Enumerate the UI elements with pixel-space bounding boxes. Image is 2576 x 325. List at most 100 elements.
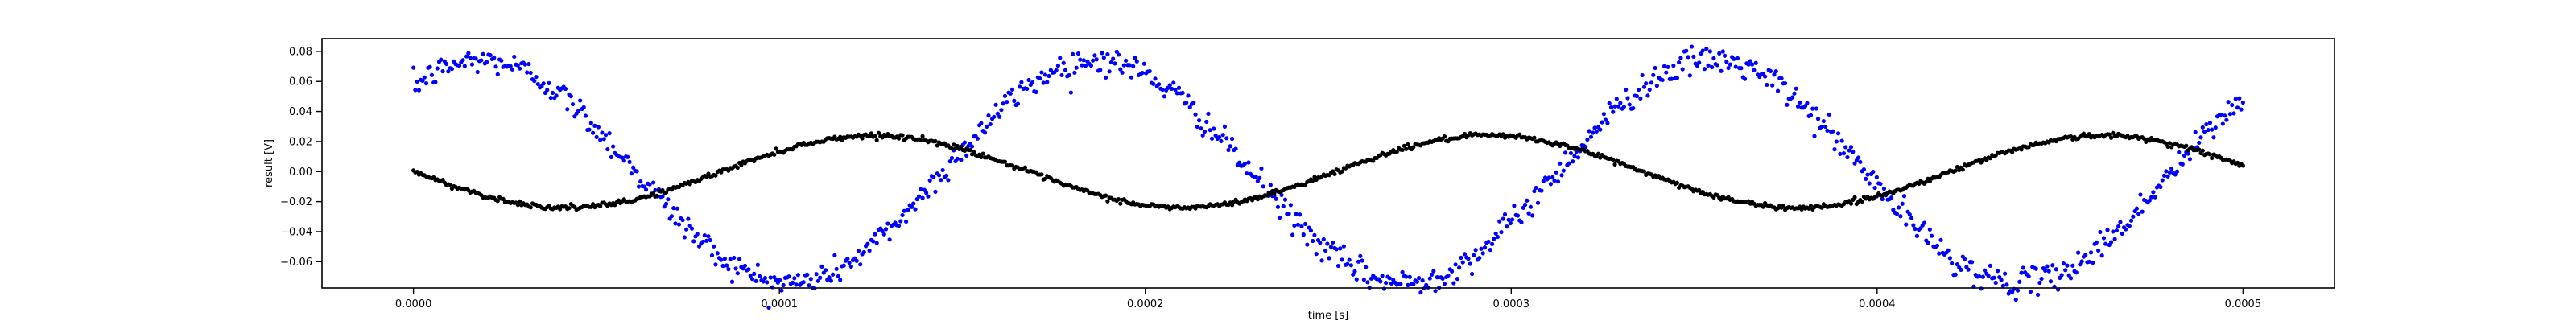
- data-point: [1838, 151, 1843, 156]
- data-point: [1442, 282, 1447, 286]
- data-point: [1387, 276, 1392, 281]
- data-point: [1662, 64, 1667, 68]
- data-point: [1100, 51, 1104, 56]
- data-point: [805, 272, 810, 278]
- data-point: [1950, 261, 1955, 265]
- data-point: [1067, 72, 1071, 78]
- data-point: [1473, 248, 1478, 253]
- data-point: [1457, 265, 1462, 270]
- data-point: [1197, 118, 1202, 123]
- data-point: [1490, 241, 1495, 246]
- y-axis-label: result [V]: [263, 139, 275, 187]
- data-point: [2087, 259, 2091, 265]
- data-point: [1174, 91, 1179, 96]
- data-point: [1901, 194, 1907, 199]
- data-point: [1074, 65, 1079, 70]
- data-point: [651, 180, 656, 185]
- data-point: [858, 262, 863, 267]
- data-point: [439, 57, 444, 62]
- y-tick-label: 0.02: [289, 136, 312, 148]
- data-point: [1046, 73, 1051, 79]
- data-point: [2127, 224, 2132, 228]
- data-point: [682, 235, 687, 240]
- data-point: [1993, 280, 1998, 286]
- data-point: [2004, 282, 2009, 287]
- data-point: [1726, 65, 1731, 71]
- data-point: [468, 56, 473, 60]
- data-point: [1295, 222, 1301, 227]
- data-point: [1331, 240, 1335, 245]
- data-point: [508, 64, 513, 68]
- data-point: [2169, 166, 2174, 171]
- data-point: [627, 159, 632, 164]
- data-point: [1404, 274, 1409, 279]
- data-point: [1640, 72, 1645, 78]
- data-point: [1823, 124, 1828, 130]
- data-point: [429, 72, 434, 77]
- data-point: [1660, 77, 1665, 83]
- data-point: [952, 142, 956, 147]
- data-point: [2230, 102, 2235, 108]
- y-axis: −0.06 −0.04 −0.02 0.00 0.02 0.04 0.06 0.08: [280, 46, 322, 269]
- data-point: [845, 257, 850, 261]
- data-point: [2197, 147, 2202, 152]
- data-point: [1651, 72, 1656, 77]
- data-point: [1411, 282, 1416, 286]
- data-point: [979, 154, 984, 159]
- data-point: [1710, 64, 1715, 70]
- data-point: [1278, 215, 1282, 220]
- data-point: [827, 275, 832, 280]
- data-point: [1098, 68, 1103, 72]
- data-point: [621, 158, 626, 163]
- data-point: [653, 187, 658, 193]
- data-point: [916, 194, 922, 199]
- data-point: [1525, 198, 1530, 203]
- data-point: [1039, 172, 1044, 177]
- data-point: [1078, 57, 1083, 62]
- data-point: [1156, 82, 1162, 87]
- data-point: [1075, 51, 1081, 56]
- data-point: [2235, 105, 2240, 110]
- data-point: [666, 197, 671, 202]
- data-point: [1604, 117, 1608, 122]
- data-point: [939, 178, 943, 183]
- data-point: [1433, 289, 1438, 294]
- data-point: [1627, 102, 1632, 107]
- data-point: [2107, 132, 2112, 137]
- data-point: [2043, 268, 2048, 274]
- data-point: [634, 169, 639, 174]
- data-point: [2076, 250, 2081, 255]
- data-point: [2197, 140, 2202, 146]
- data-point: [795, 273, 800, 278]
- data-point: [1038, 76, 1042, 81]
- data-point: [1612, 104, 1617, 109]
- data-point: [1700, 48, 1705, 53]
- data-point: [1719, 68, 1724, 73]
- data-point: [1103, 193, 1108, 198]
- data-point: [1083, 64, 1088, 68]
- data-point: [1499, 230, 1504, 235]
- data-point: [1559, 173, 1564, 178]
- data-point: [2240, 100, 2245, 105]
- data-point: [1762, 74, 1768, 79]
- data-point: [940, 167, 945, 173]
- data-point: [1851, 150, 1856, 154]
- data-point: [1224, 136, 1229, 141]
- data-point: [770, 285, 775, 290]
- data-point: [601, 137, 606, 142]
- data-point: [1724, 60, 1729, 64]
- data-point: [1962, 257, 1967, 261]
- data-point: [583, 113, 588, 118]
- data-point: [541, 81, 546, 86]
- data-point: [2186, 151, 2190, 156]
- data-point: [1446, 273, 1451, 278]
- data-point: [2200, 125, 2205, 130]
- data-point: [600, 130, 605, 135]
- data-point: [1706, 63, 1711, 68]
- data-point: [887, 237, 892, 242]
- data-point: [1861, 167, 1867, 172]
- data-point: [1856, 155, 1861, 160]
- data-point: [1761, 204, 1765, 209]
- data-point: [1212, 126, 1216, 131]
- data-point: [726, 267, 731, 272]
